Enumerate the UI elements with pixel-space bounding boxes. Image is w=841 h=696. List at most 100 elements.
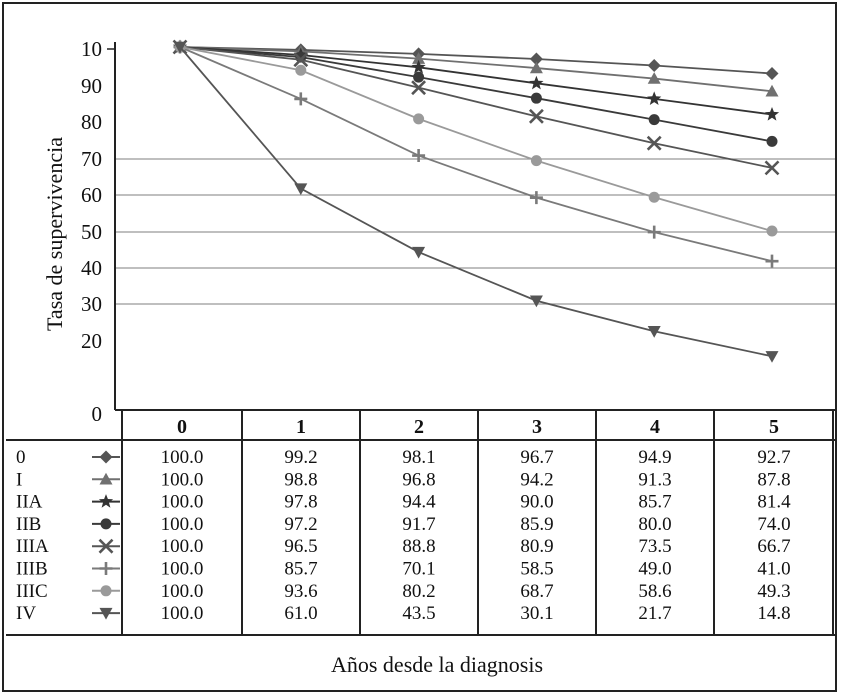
y-tick-label: 20 bbox=[81, 329, 102, 353]
table-cell: 80.9 bbox=[520, 536, 553, 557]
y-axis-ticks: 10 90 80 70 60 50 40 30 20 0 bbox=[81, 37, 116, 426]
legend-swatch bbox=[92, 472, 120, 485]
grid-lines bbox=[115, 158, 835, 305]
table-cell: 43.5 bbox=[402, 603, 435, 624]
legend-swatch bbox=[92, 562, 120, 575]
table-cell: 93.6 bbox=[284, 581, 317, 602]
legend-label: IIIA bbox=[16, 536, 49, 557]
data-point-triangle-down bbox=[529, 295, 543, 308]
data-point-circle-light bbox=[766, 225, 778, 237]
table-cell: 99.2 bbox=[284, 447, 317, 468]
y-tick-label: 10 bbox=[81, 37, 102, 61]
data-point-triangle-down bbox=[173, 41, 187, 54]
data-table-grid bbox=[6, 409, 835, 636]
data-point-star bbox=[764, 107, 780, 121]
series-line-IIIA bbox=[179, 46, 773, 169]
data-point-circle-light bbox=[295, 64, 307, 76]
data-point-circle-light bbox=[413, 113, 425, 125]
x-tick-label: 5 bbox=[769, 416, 779, 438]
table-cell: 100.0 bbox=[161, 469, 204, 490]
table-cell: 91.7 bbox=[402, 514, 435, 535]
legend-label: IIA bbox=[16, 492, 43, 513]
data-point-circle-light bbox=[100, 585, 112, 597]
data-point-x bbox=[98, 538, 114, 554]
data-point-diamond bbox=[647, 59, 661, 73]
y-tick-label: 70 bbox=[81, 147, 102, 171]
x-axis-label: Años desde la diagnosis bbox=[331, 652, 543, 677]
table-cell: 96.8 bbox=[402, 469, 435, 490]
data-point-diamond bbox=[765, 66, 779, 80]
legend-swatch bbox=[92, 607, 120, 620]
table-cell: 87.8 bbox=[757, 469, 790, 490]
x-tick-label: 0 bbox=[177, 416, 187, 438]
table-cell: 98.8 bbox=[284, 469, 317, 490]
table-cell: 21.7 bbox=[638, 603, 671, 624]
table-cell: 100.0 bbox=[161, 559, 204, 580]
data-point-circle bbox=[766, 135, 778, 147]
x-tick-label: 1 bbox=[296, 416, 306, 438]
series-line-0 bbox=[179, 46, 773, 75]
legend-label: IIIB bbox=[16, 559, 48, 580]
table-cell: 100.0 bbox=[161, 447, 204, 468]
data-point-x bbox=[764, 160, 780, 176]
table-cell: 96.5 bbox=[284, 536, 317, 557]
table-cell: 58.6 bbox=[638, 581, 671, 602]
survival-chart: Tasa de supervivencia 109080706050403020… bbox=[6, 37, 835, 677]
data-table: 0 1 2 3 4 5 0 100.0 99.2 98.1 96.7 94.9 92.7 I 100.0 98… bbox=[16, 416, 791, 624]
legend-swatch bbox=[92, 518, 120, 530]
table-cell: 94.2 bbox=[520, 469, 553, 490]
table-cell: 80.0 bbox=[638, 514, 671, 535]
data-point-plus bbox=[99, 562, 113, 575]
y-tick-label: 80 bbox=[81, 110, 102, 134]
table-cell: 100.0 bbox=[161, 581, 204, 602]
data-point-triangle-up bbox=[412, 52, 426, 64]
table-cell: 85.9 bbox=[520, 514, 553, 535]
table-cell: 58.5 bbox=[520, 559, 553, 580]
table-cell: 90.0 bbox=[520, 492, 553, 513]
data-point-plus bbox=[647, 225, 661, 239]
series-line-IV bbox=[179, 46, 773, 358]
y-tick-label: 40 bbox=[81, 256, 102, 280]
table-cell: 30.1 bbox=[520, 603, 553, 624]
y-tick-label: 60 bbox=[81, 183, 102, 207]
data-point-diamond bbox=[529, 52, 543, 66]
legend-swatch bbox=[92, 538, 120, 554]
table-cell: 98.1 bbox=[402, 447, 435, 468]
x-tick-label: 4 bbox=[650, 416, 660, 438]
series-line-I bbox=[179, 46, 773, 93]
legend-swatch bbox=[92, 450, 120, 464]
legend-label: I bbox=[16, 469, 22, 490]
data-point-circle-light bbox=[648, 191, 660, 203]
data-point-x bbox=[528, 108, 544, 124]
series-line-IIIC bbox=[179, 46, 773, 232]
legend-swatch bbox=[92, 494, 120, 508]
legend-label: IV bbox=[16, 603, 36, 624]
data-point-plus bbox=[765, 254, 779, 268]
table-cell: 41.0 bbox=[757, 559, 790, 580]
data-point-x bbox=[646, 135, 662, 151]
data-point-triangle-down bbox=[647, 326, 661, 338]
table-cell: 94.4 bbox=[402, 492, 436, 513]
data-point-star bbox=[647, 91, 662, 105]
table-cell: 94.9 bbox=[638, 447, 671, 468]
legend-swatch bbox=[92, 585, 120, 597]
data-point-triangle-up bbox=[647, 72, 661, 84]
data-point-star bbox=[529, 75, 544, 90]
data-point-circle-light bbox=[530, 155, 542, 167]
data-point-circle bbox=[413, 71, 425, 83]
data-point-triangle-down bbox=[99, 607, 113, 620]
table-cell: 100.0 bbox=[161, 492, 204, 513]
legend-label: IIIC bbox=[16, 581, 48, 602]
data-point-star bbox=[98, 494, 114, 508]
y-axis-label: Tasa de supervivencia bbox=[42, 137, 67, 331]
table-cell: 68.7 bbox=[520, 581, 553, 602]
table-cell: 80.2 bbox=[402, 581, 435, 602]
data-point-triangle-down bbox=[765, 351, 779, 363]
data-point-triangle-up bbox=[765, 84, 779, 97]
series-line-IIB bbox=[179, 46, 773, 143]
table-cell: 100.0 bbox=[161, 536, 204, 557]
table-cell: 100.0 bbox=[161, 514, 204, 535]
data-point-plus bbox=[412, 149, 426, 163]
data-point-star bbox=[411, 59, 426, 74]
